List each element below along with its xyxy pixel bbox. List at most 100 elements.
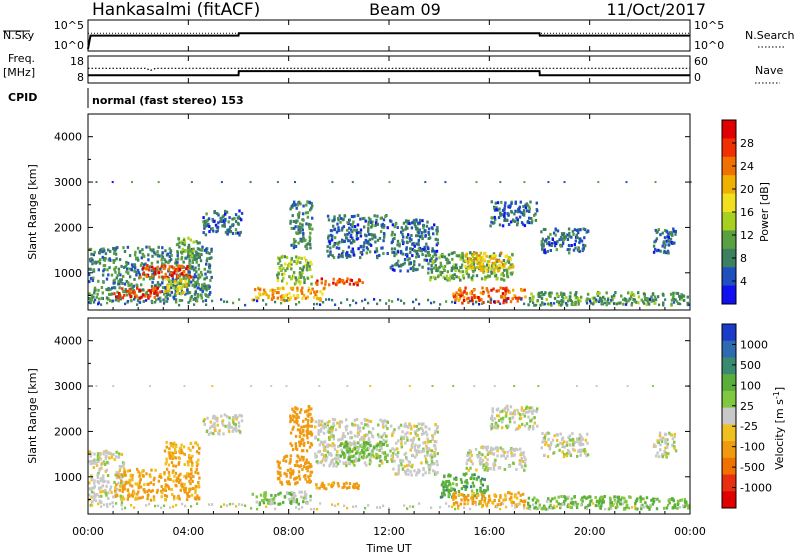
velocity-cell <box>543 504 546 508</box>
power-cell <box>138 296 142 300</box>
velocity-cell <box>506 454 509 458</box>
power-cell <box>439 273 443 277</box>
velocity-cell <box>124 506 127 510</box>
power-cell <box>156 250 159 254</box>
velocity-cell <box>565 454 569 458</box>
power-cell <box>408 261 411 265</box>
power-cell <box>467 275 470 279</box>
velocity-cell <box>112 452 115 456</box>
power-cell <box>115 257 118 261</box>
power-cell <box>388 299 391 302</box>
power-cell <box>173 286 176 290</box>
power-cell <box>662 240 666 244</box>
power-cell <box>290 256 293 260</box>
velocity-cell <box>498 499 501 503</box>
power-cell <box>197 247 201 251</box>
velocity-cell <box>298 474 301 478</box>
power-cell <box>415 242 419 246</box>
velocity-cell <box>479 479 482 483</box>
velocity-cell <box>494 423 497 427</box>
power-cell <box>231 223 234 227</box>
power-cell <box>106 268 109 272</box>
power-cell <box>126 245 130 249</box>
power-cell <box>424 229 427 233</box>
power-cell <box>178 299 182 302</box>
velocity-cell <box>348 462 352 466</box>
power-cell <box>316 279 319 283</box>
power-cell <box>528 296 532 300</box>
velocity-cell <box>117 471 120 475</box>
power-cell <box>190 295 193 298</box>
velocity-cell <box>543 453 546 457</box>
power-cell <box>151 274 154 278</box>
velocity-cell <box>410 473 413 477</box>
velocity-cell <box>433 462 436 466</box>
power-cell <box>112 259 115 263</box>
power-cell <box>574 303 577 306</box>
velocity-cell <box>188 453 191 457</box>
power-cell <box>91 262 94 266</box>
velocity-cell <box>114 489 117 493</box>
velocity-cell <box>481 466 485 470</box>
velocity-cell <box>409 505 412 508</box>
velocity-cell <box>391 447 394 451</box>
velocity-cell <box>441 495 444 499</box>
velocity-cell <box>563 453 566 456</box>
velocity-cell <box>585 454 588 458</box>
velocity-cell <box>278 477 281 481</box>
velocity-cell <box>195 464 199 468</box>
velocity-cell <box>664 438 668 442</box>
velocity-cell <box>297 470 301 474</box>
power-cell <box>267 294 270 298</box>
velocity-cell <box>186 472 189 476</box>
velocity-cell <box>291 407 294 411</box>
velocity-cell <box>160 485 163 488</box>
velocity-cell <box>328 420 331 424</box>
power-cell <box>515 216 518 220</box>
power-cell <box>331 298 334 302</box>
power-cell <box>231 232 235 235</box>
power-cell <box>467 265 470 269</box>
power-cell <box>663 249 666 253</box>
power-cell <box>109 287 112 291</box>
velocity-cell <box>109 485 113 489</box>
velocity-cell <box>523 461 527 465</box>
power-cell <box>303 256 306 260</box>
velocity-cell <box>589 495 592 499</box>
power-cell <box>161 281 164 285</box>
velocity-cell <box>222 432 225 436</box>
velocity-cell <box>385 420 388 423</box>
velocity-cell <box>173 474 176 478</box>
velocity-cell <box>413 448 417 452</box>
velocity-cell <box>143 488 146 492</box>
power-cell <box>227 229 230 233</box>
power-cell <box>154 291 157 295</box>
velocity-cell <box>94 493 97 497</box>
velocity-cell <box>386 420 389 424</box>
power-cell <box>177 287 180 291</box>
velocity-cell <box>577 437 581 441</box>
power-cell <box>418 235 422 239</box>
power-cell <box>297 241 300 245</box>
power-cell <box>471 258 474 262</box>
power-cell <box>334 282 338 286</box>
velocity-cell <box>533 409 536 413</box>
power-cell <box>134 250 137 254</box>
velocity-cell <box>509 411 513 415</box>
velocity-cell <box>163 494 167 497</box>
power-cell <box>217 213 220 217</box>
velocity-cell <box>658 431 662 435</box>
velocity-cell <box>484 455 487 459</box>
velocity-cell <box>322 440 325 444</box>
power-cell <box>138 288 141 292</box>
velocity-cell <box>119 465 122 469</box>
velocity-cell <box>510 496 513 500</box>
velocity-cell <box>426 453 429 457</box>
velocity-cell <box>402 435 406 439</box>
velocity-cell <box>397 464 400 468</box>
power-cell <box>306 263 309 267</box>
velocity-cell <box>468 449 472 453</box>
power-cell <box>292 274 295 278</box>
velocity-cell <box>413 445 416 449</box>
velocity-cell <box>496 414 499 418</box>
